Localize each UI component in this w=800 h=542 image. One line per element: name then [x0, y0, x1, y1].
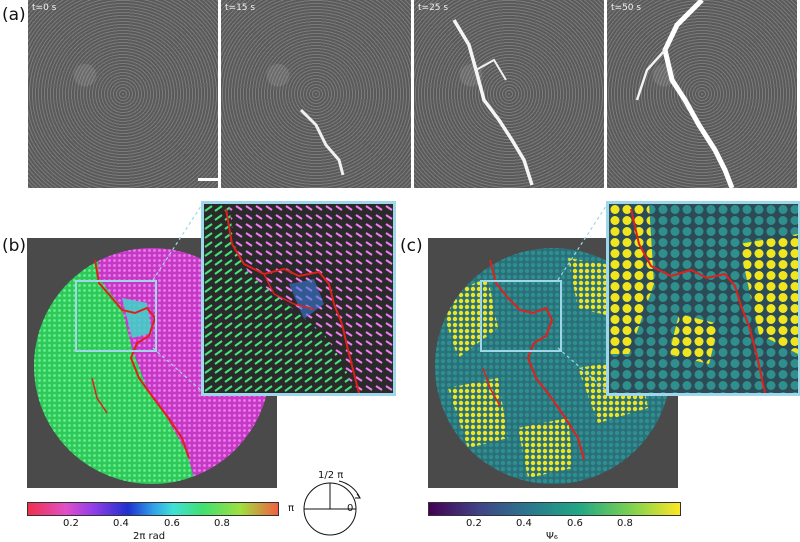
colorbar-tick: 0.4 [516, 518, 532, 529]
panel-label-c: (c) [400, 236, 423, 256]
colorbar-psi6 [428, 502, 681, 516]
roi-box [75, 280, 157, 352]
crack-overlay [452, 19, 534, 186]
zoom-inset-orientation [201, 201, 396, 396]
frame-t50: t=50 s [607, 0, 797, 188]
panel-label-a: (a) [2, 5, 26, 25]
dial-left-label: π [288, 503, 295, 514]
colorbar-tick: 0.4 [113, 518, 129, 529]
zoom-inset-psi6 [606, 201, 800, 396]
crack-overlay [299, 108, 345, 176]
roi-box [480, 280, 562, 352]
zoom-connector-lines [152, 202, 204, 393]
frame-t25: t=25 s [414, 0, 604, 188]
dial-right-label: 0 [347, 503, 354, 514]
frame-t15: t=15 s [221, 0, 411, 188]
zoom-orientation-field [204, 204, 393, 393]
frame-time-label: t=50 s [611, 3, 642, 13]
colorbar-label: Ψ₆ [546, 531, 558, 542]
angle-dial [303, 480, 361, 536]
panel-label-b: (b) [2, 236, 27, 256]
colorbar-tick: 0.2 [466, 518, 482, 529]
frame-t0: t=0 s [28, 0, 218, 188]
colorbar-tick: 0.8 [617, 518, 633, 529]
colorbar-label: 2π rad [133, 531, 166, 542]
zoom-connector-lines [557, 202, 609, 393]
frame-time-label: t=25 s [418, 3, 449, 13]
colorbar-tick: 0.8 [214, 518, 230, 529]
colorbar-orientation [27, 502, 279, 516]
zoom-psi6-field [609, 204, 798, 393]
frame-time-label: t=15 s [225, 3, 256, 13]
colorbar-tick: 0.6 [164, 518, 180, 529]
frame-time-label: t=0 s [32, 3, 57, 13]
colorbar-tick: 0.2 [63, 518, 79, 529]
scale-bar [198, 178, 218, 181]
time-series-strip: t=0 s t=15 s t=25 s t=50 s [28, 0, 798, 190]
crack-overlay [635, 0, 735, 188]
colorbar-tick: 0.6 [567, 518, 583, 529]
dial-top-label: 1/2 π [318, 470, 344, 481]
